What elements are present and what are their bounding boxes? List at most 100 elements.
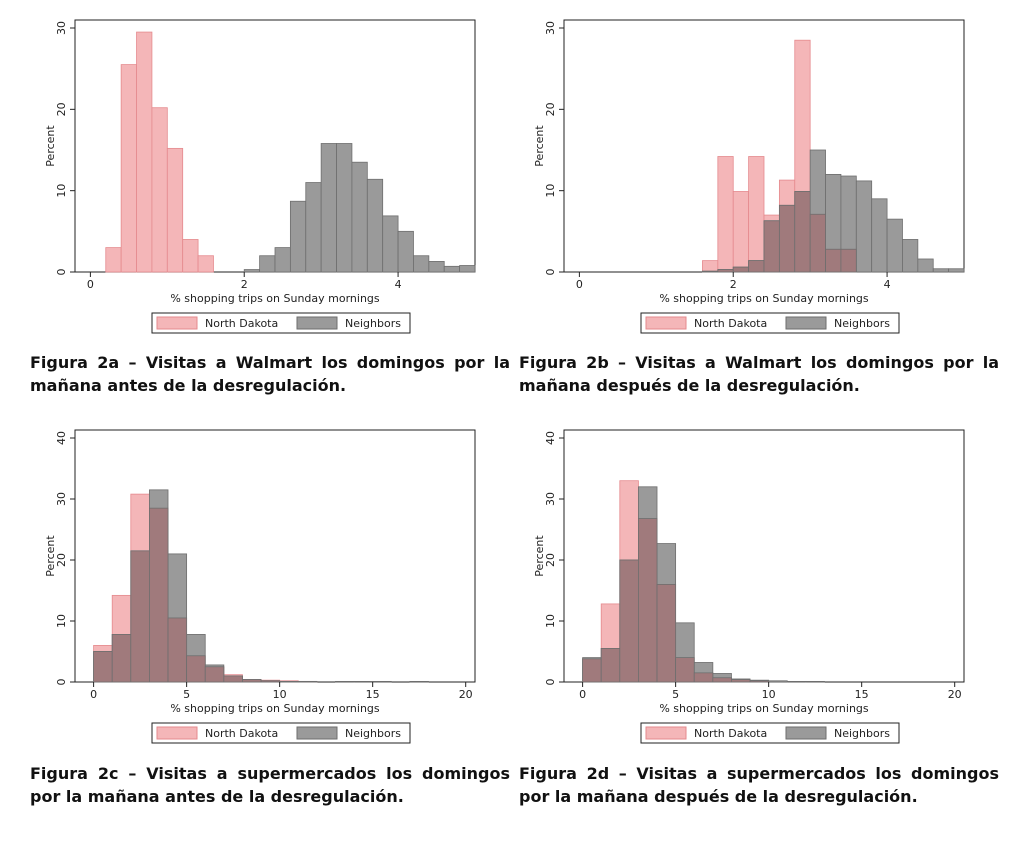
y-tick-label: 30: [55, 21, 68, 35]
bar-neighbors: [786, 680, 807, 683]
figure-caption-2a: Figura 2a – Visitas a Walmart los doming…: [30, 353, 510, 395]
x-tick-label: 4: [884, 278, 891, 291]
x-tick-label: 15: [366, 688, 380, 701]
x-tick-label: 0: [579, 688, 586, 701]
x-tick-label: 20: [948, 688, 962, 701]
y-tick-label: 0: [55, 679, 68, 686]
bar-overlap: [279, 680, 299, 683]
legend-swatch-neighbors: [785, 316, 827, 330]
y-axis-title: Percent: [44, 125, 57, 167]
bar-north-dakota: [197, 255, 214, 273]
bar-overlap: [731, 679, 751, 683]
bar-neighbors: [886, 218, 903, 273]
y-axis-title: Percent: [44, 535, 57, 577]
bar-north-dakota: [702, 260, 719, 273]
x-axis-title: % shopping trips on Sunday mornings: [170, 702, 380, 715]
bar-neighbors: [413, 255, 430, 273]
bar-neighbors: [428, 261, 445, 273]
bar-neighbors: [805, 680, 825, 683]
bar-overlap: [732, 266, 750, 273]
bar-neighbors: [948, 268, 965, 273]
y-tick-label: 0: [544, 679, 557, 686]
bar-overlap: [712, 677, 732, 683]
bar-neighbors: [443, 265, 461, 273]
x-tick-label: 0: [90, 688, 97, 701]
figure-caption-2c: Figura 2c – Visitas a supermercados los …: [30, 764, 510, 806]
legend-label-north-dakota: North Dakota: [205, 727, 278, 740]
y-tick-label: 0: [544, 269, 557, 276]
bar-overlap: [619, 559, 639, 683]
y-tick-label: 10: [55, 184, 68, 198]
bar-overlap: [130, 550, 150, 683]
bar-neighbors: [351, 161, 368, 273]
x-tick-label: 2: [730, 278, 737, 291]
bar-north-dakota: [136, 31, 153, 273]
x-tick-label: 10: [273, 688, 287, 701]
y-tick-label: 40: [544, 431, 557, 445]
bar-neighbors: [409, 680, 429, 683]
y-tick-label: 10: [55, 614, 68, 628]
bar-neighbors: [335, 680, 355, 683]
bar-overlap: [167, 617, 188, 683]
x-tick-label: 4: [395, 278, 402, 291]
bar-neighbors: [372, 680, 392, 683]
bar-neighbors: [305, 182, 322, 273]
bar-north-dakota: [732, 191, 750, 273]
legend-swatch-north-dakota: [156, 316, 198, 330]
legend-box: [151, 312, 411, 334]
bar-overlap: [111, 634, 132, 683]
y-axis-title: Percent: [533, 535, 546, 577]
legend-box: [151, 722, 411, 744]
bar-north-dakota: [717, 156, 734, 273]
bar-overlap: [840, 248, 857, 273]
bar-north-dakota: [120, 64, 137, 273]
y-tick-label: 20: [55, 553, 68, 567]
x-tick-label: 0: [87, 278, 94, 291]
bar-overlap: [223, 675, 243, 683]
y-tick-label: 30: [55, 492, 68, 506]
bar-overlap: [794, 191, 811, 273]
legend-swatch-neighbors: [296, 726, 338, 740]
legend-swatch-north-dakota: [645, 316, 687, 330]
histogram-panel-2a: 0 10 20 30 0 2 4 % shopping trips on Sunday mor…: [44, 19, 476, 334]
bar-overlap: [693, 672, 714, 683]
bar-neighbors: [932, 268, 950, 273]
legend-swatch-neighbors: [296, 316, 338, 330]
y-tick-label: 20: [544, 553, 557, 567]
bar-neighbors: [917, 258, 934, 273]
bar-overlap: [297, 680, 318, 683]
legend-label-north-dakota: North Dakota: [694, 317, 767, 330]
bar-north-dakota: [182, 239, 199, 273]
y-tick-label: 10: [544, 614, 557, 628]
bar-overlap: [702, 270, 719, 273]
bar-overlap: [93, 651, 113, 683]
figure-caption-2d: Figura 2d – Visitas a supermercados los …: [519, 764, 999, 806]
bar-overlap: [778, 204, 796, 273]
legend-box: [640, 312, 900, 334]
bar-neighbors: [768, 680, 788, 683]
y-axis-title: Percent: [533, 125, 546, 167]
bar-overlap: [717, 269, 734, 273]
x-tick-label: 15: [855, 688, 869, 701]
y-tick-label: 30: [544, 21, 557, 35]
bar-neighbors: [259, 255, 276, 273]
bar-overlap: [600, 648, 621, 683]
bar-neighbors: [320, 143, 337, 273]
legend-label-neighbors: Neighbors: [345, 727, 401, 740]
bar-overlap: [204, 666, 225, 683]
x-tick-label: 5: [183, 688, 190, 701]
bar-overlap: [809, 213, 826, 273]
legend-swatch-neighbors: [785, 726, 827, 740]
histogram-panel-2d: 0 10 20 30 40 0 5 10 15 20 % shopping trips on Sun…: [533, 429, 965, 744]
bar-neighbors: [459, 265, 476, 273]
bar-neighbors: [382, 215, 399, 273]
bar-overlap: [149, 507, 169, 683]
bar-north-dakota: [105, 247, 122, 273]
bar-overlap: [582, 658, 602, 683]
bar-neighbors: [855, 180, 873, 273]
y-tick-label: 20: [544, 102, 557, 116]
bar-overlap: [186, 655, 206, 683]
legend-box: [640, 722, 900, 744]
legend-label-neighbors: Neighbors: [345, 317, 401, 330]
x-axis-title: % shopping trips on Sunday mornings: [659, 702, 869, 715]
